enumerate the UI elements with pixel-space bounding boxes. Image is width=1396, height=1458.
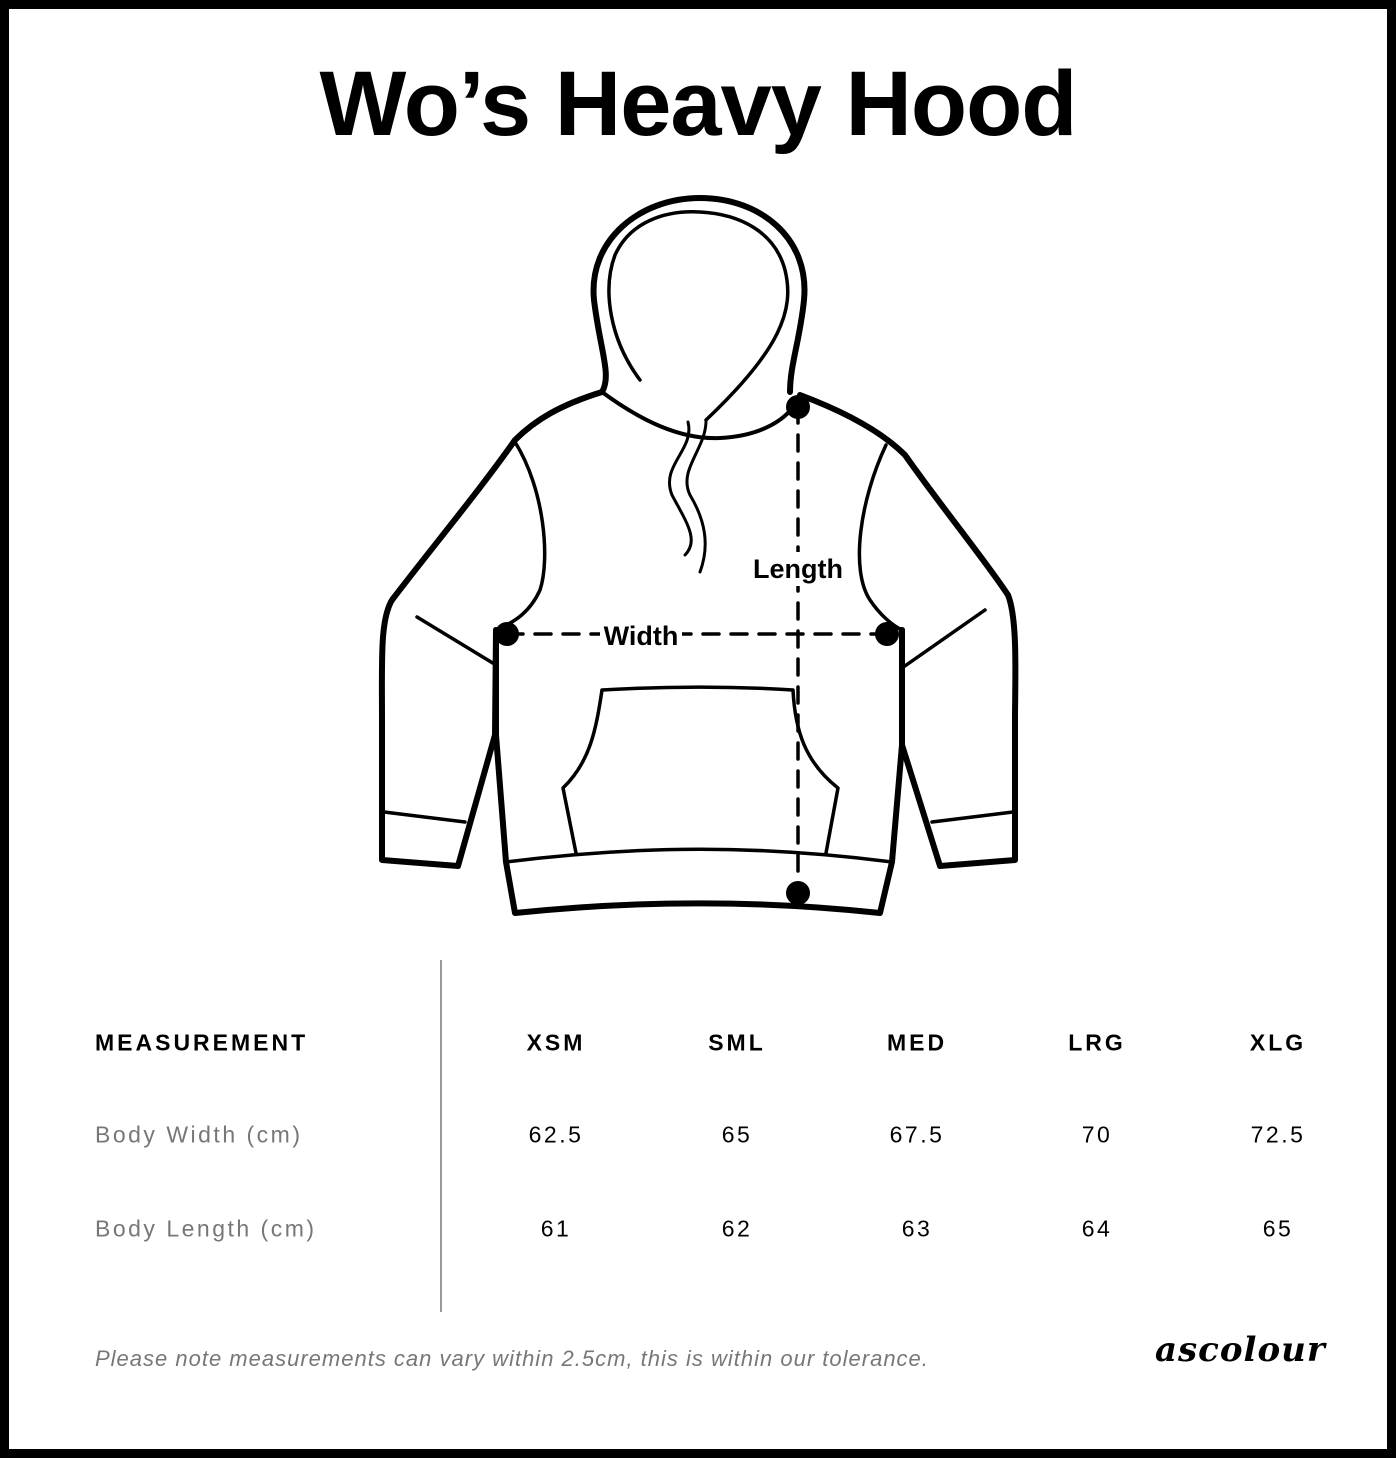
page-title: Wo’s Heavy Hood — [319, 53, 1078, 155]
table-cell: 64 — [1081, 1215, 1113, 1242]
table-cell: 72.5 — [1250, 1121, 1306, 1148]
table-cell: 65 — [1262, 1215, 1294, 1242]
body-outline — [378, 389, 1019, 869]
length-point-bottom — [786, 881, 810, 905]
left-armhole — [494, 440, 547, 632]
width-label: Width — [604, 621, 679, 651]
right-cuff — [930, 810, 1015, 824]
table-cell: 65 — [721, 1121, 753, 1148]
header-size: LRG — [1068, 1029, 1126, 1056]
body-sides — [493, 627, 905, 916]
width-point-left — [495, 622, 519, 646]
hood-inner — [607, 210, 790, 422]
row-label-body-width: Body Width (cm) — [95, 1121, 303, 1148]
table-divider — [440, 960, 442, 1312]
table-cell: 70 — [1081, 1121, 1113, 1148]
length-label: Length — [753, 554, 843, 584]
table-cell: 62.5 — [528, 1121, 584, 1148]
header-size: MED — [886, 1029, 948, 1056]
right-armhole — [857, 443, 904, 632]
neckline — [600, 390, 802, 441]
header-size: XSM — [526, 1029, 586, 1056]
table-cell: 67.5 — [889, 1121, 945, 1148]
tolerance-note: Please note measurements can vary within… — [95, 1346, 929, 1371]
left-cuff — [382, 810, 467, 824]
table-cell: 62 — [721, 1215, 753, 1242]
drawstring — [668, 420, 708, 574]
header-size: SML — [708, 1029, 766, 1056]
header-size: XLG — [1249, 1029, 1307, 1056]
header-measurement: MEASUREMENT — [95, 1029, 309, 1056]
waistband — [504, 847, 894, 864]
length-point-top — [786, 395, 810, 419]
hood-outline — [590, 195, 808, 395]
width-point-right — [875, 622, 899, 646]
table-cell: 61 — [540, 1215, 572, 1242]
brand-logo: ascolour — [1155, 1330, 1326, 1370]
table-cell: 63 — [901, 1215, 933, 1242]
row-label-body-length: Body Length (cm) — [95, 1215, 317, 1242]
kangaroo-pocket — [561, 685, 840, 855]
